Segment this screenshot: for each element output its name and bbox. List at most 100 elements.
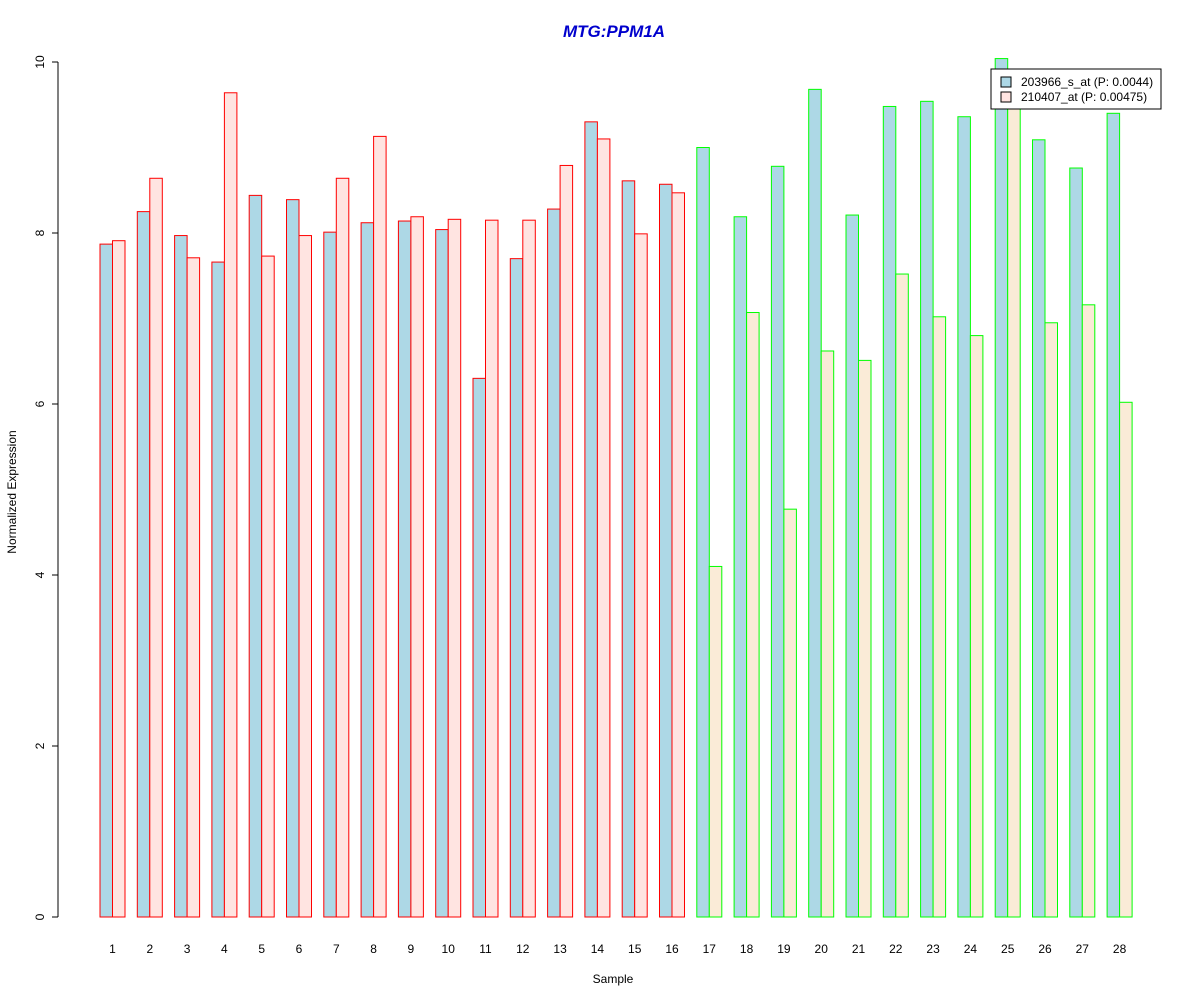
bar-series-1 bbox=[547, 208, 561, 918]
bar-series-1 bbox=[621, 180, 636, 918]
x-tick-label: 15 bbox=[628, 942, 642, 956]
bar-series-1 bbox=[1106, 112, 1121, 918]
bar-series-1 bbox=[920, 100, 934, 918]
bar-series-1 bbox=[136, 211, 151, 918]
chart-title: MTG:PPM1A bbox=[563, 22, 665, 41]
bar-series-1 bbox=[323, 231, 337, 918]
x-tick-label: 20 bbox=[815, 942, 829, 956]
x-tick-label: 28 bbox=[1113, 942, 1127, 956]
bar-series-1 bbox=[99, 243, 113, 918]
bar-series-2 bbox=[447, 218, 462, 918]
bar-series-1 bbox=[472, 377, 486, 918]
bar-series-2 bbox=[783, 508, 797, 918]
x-tick-labels: 1 2 3 4 5 6 7 8 9 10 11 12 13 14 15 16 17 18 19 20 21 22 23 24 2… bbox=[109, 942, 1126, 956]
x-tick-label: 5 bbox=[258, 942, 265, 956]
bar-series-1 bbox=[1069, 167, 1083, 918]
bar-series-1 bbox=[248, 194, 263, 918]
bar-series-2 bbox=[895, 273, 909, 918]
bar-series-1 bbox=[696, 147, 710, 918]
bars-group bbox=[99, 58, 1133, 918]
bar-series-2 bbox=[596, 138, 611, 918]
x-tick-label: 24 bbox=[964, 942, 978, 956]
y-axis-label: Normalized Expression bbox=[5, 430, 19, 553]
bar-series-2 bbox=[671, 192, 685, 918]
x-tick-label: 16 bbox=[665, 942, 679, 956]
bar-series-1 bbox=[1032, 139, 1046, 918]
x-tick-label: 23 bbox=[926, 942, 940, 956]
x-tick-label: 10 bbox=[442, 942, 456, 956]
bar-series-2 bbox=[1119, 401, 1133, 918]
bar-series-1 bbox=[584, 121, 598, 918]
x-tick-label: 6 bbox=[296, 942, 303, 956]
x-tick-label: 7 bbox=[333, 942, 340, 956]
bar-series-1 bbox=[957, 116, 971, 918]
bar-series-1 bbox=[360, 222, 375, 918]
legend-label: 203966_s_at (P: 0.0044) bbox=[1021, 75, 1153, 89]
bar-series-2 bbox=[559, 164, 574, 918]
bar-series-1 bbox=[808, 88, 822, 918]
bar-series-1 bbox=[211, 261, 225, 918]
y-axis: 0 2 4 6 8 10 bbox=[33, 55, 59, 920]
y-tick-label: 0 bbox=[33, 913, 47, 920]
bar-series-1 bbox=[509, 258, 524, 918]
legend-swatch bbox=[1000, 76, 1012, 88]
bar-series-2 bbox=[969, 335, 984, 918]
bar-series-2 bbox=[1081, 304, 1096, 918]
bar-series-1 bbox=[435, 229, 449, 918]
bar-series-2 bbox=[746, 312, 760, 918]
x-tick-label: 14 bbox=[591, 942, 605, 956]
bar-series-2 bbox=[858, 359, 872, 918]
bar-series-2 bbox=[1044, 322, 1058, 918]
x-tick-label: 26 bbox=[1038, 942, 1052, 956]
bar-series-1 bbox=[845, 214, 859, 918]
y-tick-label: 2 bbox=[33, 742, 47, 749]
bar-series-2 bbox=[298, 235, 312, 918]
x-tick-label: 25 bbox=[1001, 942, 1015, 956]
x-tick-label: 17 bbox=[703, 942, 717, 956]
bar-series-2 bbox=[708, 565, 723, 918]
bar-series-1 bbox=[397, 220, 412, 918]
bar-series-1 bbox=[733, 216, 748, 918]
y-tick-label: 8 bbox=[33, 229, 47, 236]
legend-swatch bbox=[1000, 91, 1012, 103]
bar-series-1 bbox=[286, 199, 300, 918]
x-tick-label: 27 bbox=[1076, 942, 1090, 956]
bar-series-2 bbox=[485, 219, 499, 918]
x-tick-label: 12 bbox=[516, 942, 530, 956]
bar-series-2 bbox=[149, 177, 163, 918]
bar-series-2 bbox=[410, 216, 424, 918]
bar-series-2 bbox=[1007, 74, 1021, 918]
bar-series-2 bbox=[932, 316, 947, 918]
bar-series-2 bbox=[522, 219, 536, 918]
x-tick-label: 21 bbox=[852, 942, 866, 956]
bar-series-2 bbox=[820, 350, 835, 918]
legend-box bbox=[990, 68, 1162, 110]
y-tick-label: 4 bbox=[33, 571, 47, 578]
bar-series-1 bbox=[882, 105, 897, 918]
x-tick-label: 11 bbox=[479, 942, 492, 956]
x-tick-label: 8 bbox=[370, 942, 377, 956]
x-tick-label: 3 bbox=[184, 942, 191, 956]
x-tick-label: 19 bbox=[777, 942, 791, 956]
x-tick-label: 22 bbox=[889, 942, 903, 956]
bar-series-2 bbox=[335, 177, 350, 918]
bar-series-1 bbox=[994, 58, 1009, 918]
bar-series-2 bbox=[634, 233, 648, 918]
bar-series-2 bbox=[186, 257, 201, 918]
legend: 203966_s_at (P: 0.0044)210407_at (P: 0.0… bbox=[990, 68, 1162, 110]
x-tick-label: 1 bbox=[109, 942, 116, 956]
bar-series-1 bbox=[659, 183, 673, 918]
x-tick-label: 4 bbox=[221, 942, 228, 956]
x-tick-label: 18 bbox=[740, 942, 754, 956]
bar-series-1 bbox=[174, 235, 188, 918]
x-tick-label: 2 bbox=[146, 942, 153, 956]
bar-series-2 bbox=[223, 92, 238, 918]
legend-label: 210407_at (P: 0.00475) bbox=[1021, 90, 1147, 104]
x-tick-label: 9 bbox=[408, 942, 415, 956]
bar-series-2 bbox=[261, 255, 275, 918]
bar-series-1 bbox=[770, 165, 785, 918]
y-tick-label: 6 bbox=[33, 400, 47, 407]
bar-series-2 bbox=[112, 240, 126, 918]
x-tick-label: 13 bbox=[553, 942, 567, 956]
